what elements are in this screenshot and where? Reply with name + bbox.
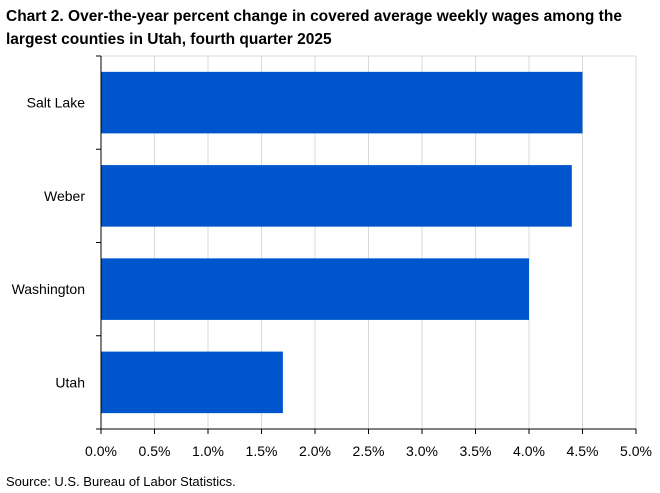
x-tick-label: 4.5% [567,443,599,459]
bar-washington [101,258,529,320]
source-note: Source: U.S. Bureau of Labor Statistics. [6,474,236,489]
x-tick-label: 0.0% [85,443,117,459]
bars [101,71,583,414]
category-label: Salt Lake [27,95,86,111]
x-tick-label: 3.5% [460,443,492,459]
bar-utah [101,351,283,414]
category-label: Weber [44,188,85,204]
x-tick-label: 5.0% [620,443,652,459]
x-tick-label: 1.5% [246,443,278,459]
x-tick-label: 3.0% [406,443,438,459]
x-tick-label: 0.5% [139,443,171,459]
x-tick-label: 4.0% [513,443,545,459]
category-label: Utah [55,374,85,390]
x-tick-label: 1.0% [192,443,224,459]
x-tick-label: 2.0% [299,443,331,459]
bar-salt-lake [101,71,583,134]
axes [96,55,637,434]
tick-labels: 0.0% 0.5% 1.0% 1.5% 2.0% 2.5% 3.0% 3.5% 4.0% 4.5%… [12,95,652,459]
chart-title: Chart 2. Over-the-year percent change in… [6,8,622,48]
category-label: Washington [12,281,85,297]
x-tick-label: 2.5% [353,443,385,459]
bar-weber [101,165,572,227]
